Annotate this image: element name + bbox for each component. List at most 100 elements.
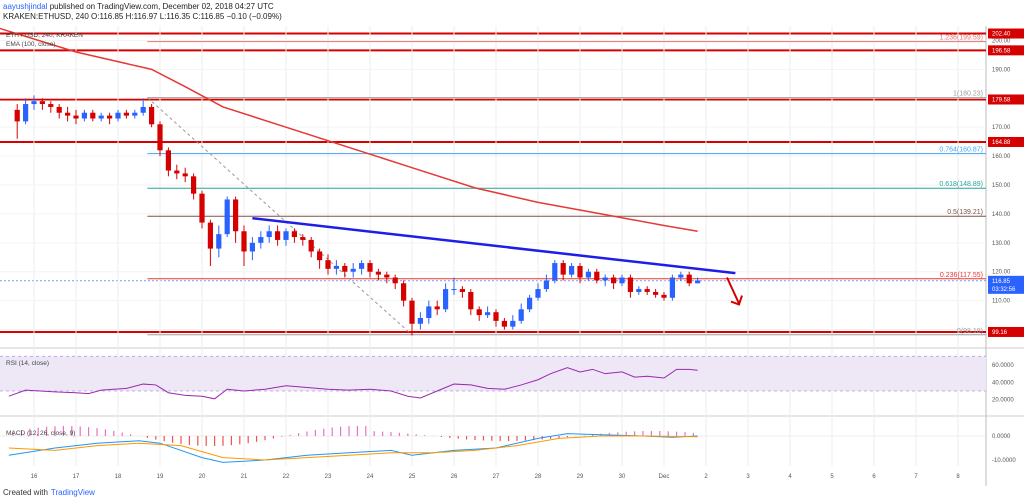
- candle-body: [317, 251, 323, 261]
- price-tick-label: 130.00: [992, 241, 1011, 247]
- candle-body: [291, 231, 297, 238]
- candle-body: [518, 309, 524, 321]
- candle-body: [577, 265, 583, 278]
- candle-body: [552, 263, 558, 281]
- candle-body: [661, 294, 667, 298]
- candle-body: [56, 106, 62, 113]
- fib-trend-leg: [147, 97, 413, 336]
- price-tag-label: 202.40: [992, 32, 1011, 38]
- candle-body: [350, 268, 356, 272]
- price-chart[interactable]: 1.236(199.59) 1(180.23) 0.764(160.87) 0.618…: [0, 26, 1024, 486]
- candle-body: [644, 289, 650, 292]
- candle-body: [585, 271, 591, 278]
- candle-body: [527, 297, 533, 310]
- candle-body: [325, 260, 331, 269]
- time-tick-label: 25: [409, 474, 416, 480]
- down-arrow-head: [730, 295, 743, 306]
- candle-body: [686, 274, 692, 284]
- candle-body: [258, 237, 264, 243]
- current-price-tag: [988, 275, 1024, 294]
- candle-body: [669, 277, 675, 298]
- candle-body: [266, 231, 272, 238]
- candle-body: [157, 124, 163, 151]
- ohlc-values: O:116.85 H:116.97 L:116.35 C:116.85: [91, 12, 225, 21]
- time-tick-label: 16: [31, 474, 38, 480]
- time-tick-label: 21: [241, 474, 248, 480]
- candle-body: [233, 199, 239, 232]
- candle-body: [653, 291, 659, 295]
- price-tag: [988, 326, 1024, 337]
- candle-body: [468, 291, 474, 310]
- candle-body: [123, 112, 129, 116]
- candle-body: [165, 150, 171, 171]
- rsi-tick-label: 40.0000: [992, 380, 1014, 386]
- candle-body: [426, 306, 432, 318]
- candle-body: [98, 115, 104, 119]
- macd-tick-label: 0.0000: [992, 434, 1011, 440]
- candle-body: [695, 280, 701, 284]
- symbol-line: KRAKEN:ETHUSD, 240: [3, 12, 89, 21]
- fib-label: 0.5(139.21): [947, 209, 983, 216]
- time-tick-label: 2: [704, 474, 708, 480]
- candle-body: [409, 300, 415, 324]
- price-tag: [988, 136, 1024, 147]
- rsi-label: RSI (14, close): [6, 360, 49, 367]
- candle-body: [443, 289, 449, 310]
- candle-body: [275, 231, 281, 240]
- price-tag: [988, 28, 1024, 39]
- price-tick-label: 190.00: [992, 67, 1011, 73]
- rsi-band: [0, 356, 986, 391]
- candle-body: [535, 289, 541, 298]
- price-tick-label: 170.00: [992, 125, 1011, 131]
- candle-body: [107, 115, 113, 119]
- footer: Created with TradingView: [3, 488, 95, 497]
- author-link[interactable]: aayushjindal: [3, 2, 48, 11]
- fib-label: 1.236(199.59): [939, 35, 983, 42]
- current-price-label: 116.85: [992, 279, 1011, 285]
- candle-body: [48, 104, 54, 107]
- candle-body: [342, 265, 348, 272]
- price-tick-label: 150.00: [992, 183, 1011, 189]
- time-tick-label: 17: [73, 474, 80, 480]
- candle-body: [501, 320, 507, 327]
- time-tick-label: 29: [577, 474, 584, 480]
- candle-body: [199, 193, 205, 223]
- candle-body: [115, 112, 121, 119]
- ema-line: [0, 27, 698, 232]
- chart-header: aayushjindal published on TradingView.co…: [0, 0, 1024, 26]
- candle-body: [23, 104, 29, 122]
- candle-body: [308, 239, 314, 252]
- time-tick-label: 27: [493, 474, 500, 480]
- candle-body: [384, 274, 390, 278]
- countdown-label: 03:32:56: [992, 287, 1016, 293]
- candle-body: [149, 106, 155, 125]
- price-tag-label: 179.58: [992, 97, 1011, 103]
- candle-body: [611, 277, 617, 284]
- price-tag: [988, 45, 1024, 56]
- candle-body: [81, 112, 87, 119]
- candle-body: [510, 320, 516, 327]
- candle-body: [401, 283, 407, 301]
- candle-body: [359, 263, 365, 269]
- candle-body: [459, 289, 465, 292]
- candle-body: [619, 277, 625, 284]
- time-tick-label: 6: [872, 474, 876, 480]
- price-tag-label: 99.16: [992, 330, 1008, 336]
- price-tag-label: 196.58: [992, 48, 1011, 54]
- candle-body: [14, 109, 20, 122]
- time-tick-label: 20: [199, 474, 206, 480]
- candle-body: [543, 280, 549, 290]
- time-tick-label: 4: [788, 474, 792, 480]
- candle-body: [73, 115, 79, 119]
- candle-body: [174, 170, 180, 174]
- time-tick-label: 28: [535, 474, 542, 480]
- candle-body: [39, 101, 45, 105]
- price-tick-label: 110.00: [992, 299, 1011, 305]
- tradingview-logo[interactable]: TradingView: [50, 488, 95, 497]
- candle-body: [300, 237, 306, 240]
- time-tick-label: 30: [619, 474, 626, 480]
- candle-body: [678, 274, 684, 278]
- time-tick-label: 7: [914, 474, 918, 480]
- fib-label: 0.764(160.87): [939, 147, 983, 154]
- time-tick-label: 18: [115, 474, 122, 480]
